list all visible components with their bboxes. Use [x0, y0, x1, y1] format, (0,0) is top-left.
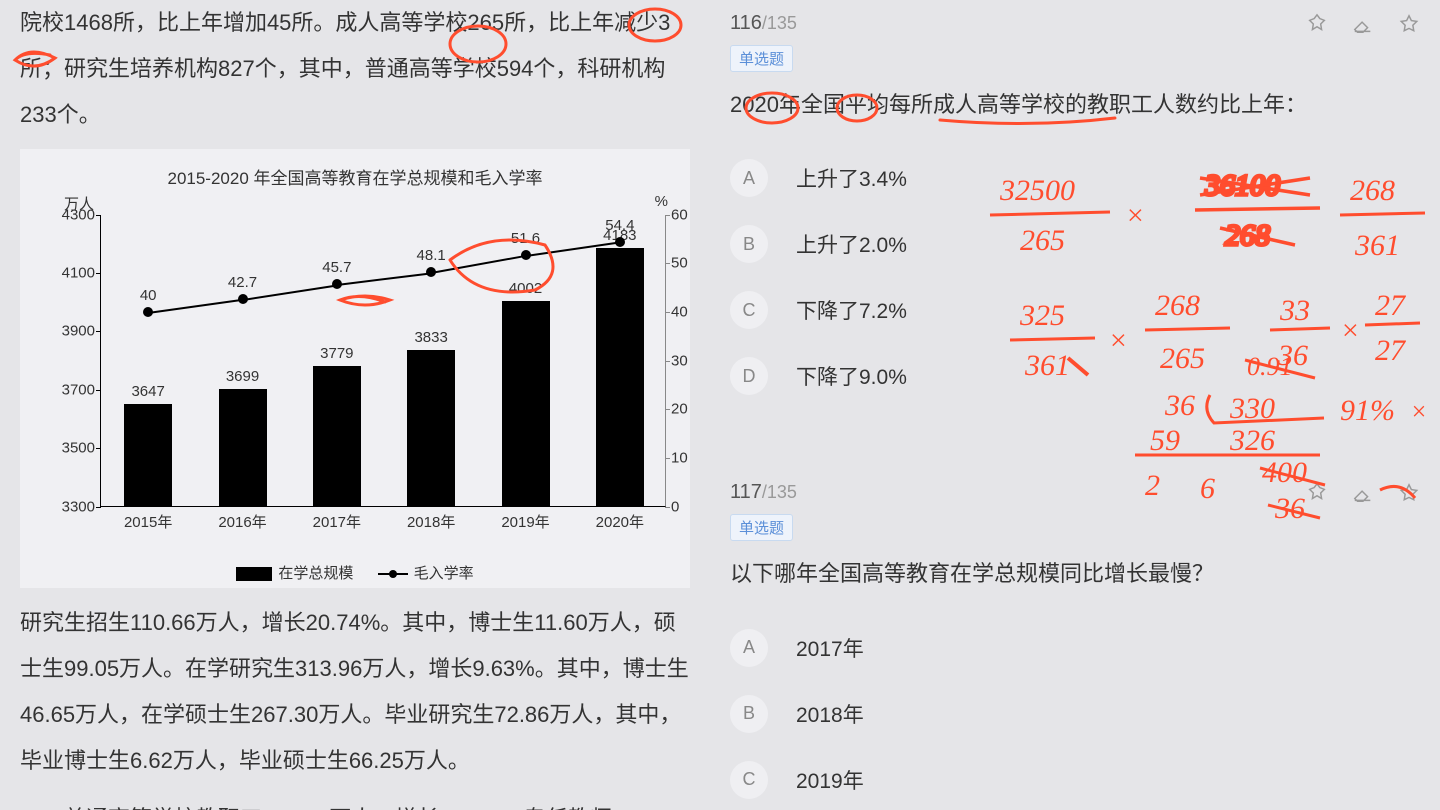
chart-title: 2015-2020 年全国高等教育在学总规模和毛入学率 [30, 164, 680, 189]
erase-icon[interactable] [1352, 482, 1374, 504]
legend-bar-icon [236, 567, 272, 581]
option-text: 上升了2.0% [796, 229, 907, 259]
star-icon[interactable] [1398, 13, 1420, 35]
pin-icon[interactable] [1306, 13, 1328, 35]
question-type-tag: 单选题 [730, 45, 793, 72]
option-B[interactable]: B 2018年 [730, 681, 1420, 747]
question-toolbar [1306, 13, 1420, 35]
question-stem: 2020年全国平均每所成人高等学校的教职工人数约比上年： [730, 86, 1420, 123]
question-options: A 2017年 B 2018年 C 2019年 [730, 615, 1420, 810]
option-text: 下降了7.2% [796, 295, 907, 325]
option-letter: C [730, 761, 768, 799]
option-letter: A [730, 159, 768, 197]
option-letter: B [730, 695, 768, 733]
chart-legend: 在学总规模 毛入学率 [30, 562, 680, 583]
option-text: 2019年 [796, 765, 864, 795]
chart-container: 2015-2020 年全国高等教育在学总规模和毛入学率 万人 % 3300350… [20, 149, 690, 588]
legend-bar-label: 在学总规模 [278, 565, 353, 582]
pin-icon[interactable] [1306, 482, 1328, 504]
y2-axis-label: % [655, 193, 668, 210]
erase-icon[interactable] [1352, 13, 1374, 35]
star-icon[interactable] [1398, 482, 1420, 504]
question-options: A 上升了3.4% B 上升了2.0% C 下降了7.2% D 下降了9.0% [730, 145, 1420, 409]
question-type-tag: 单选题 [730, 514, 793, 541]
option-C[interactable]: C 下降了7.2% [730, 277, 1420, 343]
option-letter: B [730, 225, 768, 263]
question-header: 116/135 [730, 0, 1420, 43]
chart-area: 万人 % 33003500370039004100430001020304050… [30, 197, 680, 557]
question-stem: 以下哪年全国高等教育在学总规模同比增长最慢？ [730, 555, 1420, 592]
option-text: 2017年 [796, 633, 864, 663]
option-B[interactable]: B 上升了2.0% [730, 211, 1420, 277]
passage-para-2: 研究生招生110.66万人，增长20.74%。其中，博士生11.60万人，硕士生… [20, 600, 690, 785]
option-D[interactable]: D 下降了9.0% [730, 343, 1420, 409]
option-letter: C [730, 291, 768, 329]
legend-line-label: 毛入学率 [414, 565, 474, 582]
chart-plot: 3300350037003900410043000102030405060201… [100, 215, 666, 507]
option-letter: D [730, 357, 768, 395]
option-A[interactable]: A 2017年 [730, 615, 1420, 681]
question-pane: 116/135 单选题 2020年全国平均每所成人高等学校的教职工人数约比上年：… [710, 0, 1440, 810]
option-text: 下降了9.0% [796, 361, 907, 391]
legend-line-icon [378, 573, 408, 575]
option-text: 2018年 [796, 699, 864, 729]
passage-pane: 院校1468所，比上年增加45所。成人高等学校265所，比上年减少3所；研究生培… [0, 0, 710, 810]
option-A[interactable]: A 上升了3.4% [730, 145, 1420, 211]
option-C[interactable]: C 2019年 [730, 747, 1420, 810]
question-number: 117/135 [730, 481, 797, 504]
option-letter: A [730, 629, 768, 667]
question-block-117: 117/135 单选题 以下哪年全国高等教育在学总规模同比增长最慢？ A 2017… [730, 469, 1420, 810]
question-block-116: 116/135 单选题 2020年全国平均每所成人高等学校的教职工人数约比上年：… [730, 0, 1420, 409]
question-header: 117/135 [730, 469, 1420, 512]
option-text: 上升了3.4% [796, 163, 907, 193]
passage-para-3: 普通高等学校教职工266.87万人，增长3.97%；专任教师183.30 [20, 796, 690, 810]
passage-para-1: 院校1468所，比上年增加45所。成人高等学校265所，比上年减少3所；研究生培… [20, 0, 690, 139]
question-number: 116/135 [730, 12, 797, 35]
question-toolbar [1306, 482, 1420, 504]
